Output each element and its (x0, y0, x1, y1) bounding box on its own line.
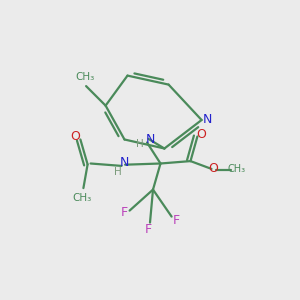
Text: N: N (202, 112, 212, 126)
Text: F: F (145, 223, 152, 236)
Text: H: H (136, 139, 143, 149)
Text: F: F (172, 214, 180, 227)
Text: N: N (145, 133, 155, 146)
Text: N: N (120, 156, 129, 170)
Text: O: O (197, 128, 206, 142)
Text: H: H (114, 167, 122, 177)
Text: O: O (70, 130, 80, 143)
Text: F: F (121, 206, 128, 220)
Text: O: O (208, 162, 218, 175)
Text: CH₃: CH₃ (72, 193, 92, 203)
Text: CH₃: CH₃ (227, 164, 245, 175)
Text: CH₃: CH₃ (75, 72, 94, 82)
